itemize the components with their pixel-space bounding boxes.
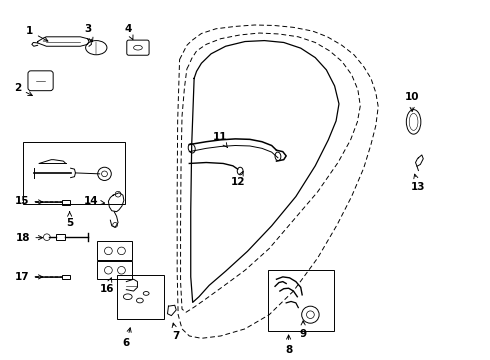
Bar xyxy=(268,270,334,331)
Text: 1: 1 xyxy=(26,26,48,41)
Text: 13: 13 xyxy=(411,174,426,192)
Text: 3: 3 xyxy=(84,24,93,42)
Text: 2: 2 xyxy=(14,83,32,95)
Text: 4: 4 xyxy=(124,24,133,40)
Text: 5: 5 xyxy=(66,212,74,228)
Bar xyxy=(56,234,65,240)
Text: 12: 12 xyxy=(230,171,245,187)
Text: 18: 18 xyxy=(16,233,43,243)
Bar xyxy=(62,275,70,279)
Bar xyxy=(62,200,70,204)
Text: 14: 14 xyxy=(84,196,105,206)
Text: 11: 11 xyxy=(213,132,227,148)
Text: 16: 16 xyxy=(99,278,114,294)
Text: 17: 17 xyxy=(15,272,43,282)
Bar xyxy=(97,242,132,260)
Text: 15: 15 xyxy=(15,196,43,206)
Text: 7: 7 xyxy=(172,323,180,341)
Text: 10: 10 xyxy=(405,92,419,112)
Bar xyxy=(97,261,132,279)
Bar xyxy=(117,275,164,319)
Text: 8: 8 xyxy=(285,335,292,355)
Bar xyxy=(23,142,125,204)
Text: 9: 9 xyxy=(299,321,307,339)
Text: 6: 6 xyxy=(122,328,131,348)
